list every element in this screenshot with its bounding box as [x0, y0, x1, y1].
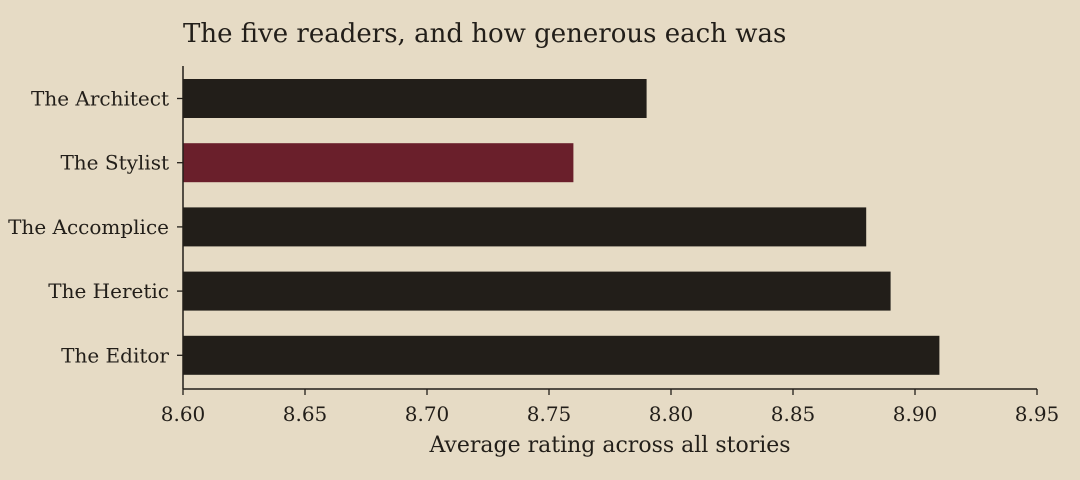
bar-the-heretic: [183, 271, 891, 311]
x-tick-label: 8.90: [893, 402, 938, 426]
category-label: The Editor: [61, 343, 169, 367]
x-tick-label: 8.75: [527, 402, 572, 426]
x-tick-label: 8.65: [283, 402, 328, 426]
axes: [177, 66, 1037, 390]
bar-the-editor: [183, 335, 940, 375]
chart-title: The five readers, and how generous each …: [183, 19, 786, 49]
category-label: The Stylist: [60, 151, 169, 175]
bars-group: [183, 79, 940, 375]
bar-the-stylist: [183, 143, 574, 183]
category-label: The Heretic: [48, 279, 169, 303]
x-axis-title: Average rating across all stories: [428, 433, 790, 458]
x-tick-label: 8.80: [649, 402, 694, 426]
category-labels: The Architect The Stylist The Accomplice Th…: [8, 87, 169, 368]
x-tick-label: 8.85: [771, 402, 816, 426]
x-tick-label: 8.95: [1015, 402, 1060, 426]
category-label: The Architect: [31, 87, 169, 111]
bar-the-architect: [183, 79, 647, 118]
category-label: The Accomplice: [8, 215, 169, 239]
bar-the-accomplice: [183, 207, 867, 247]
x-tick-label: 8.60: [161, 402, 206, 426]
x-ticks: 8.60 8.65 8.70 8.75 8.80 8.85 8.90 8.95: [161, 389, 1060, 426]
x-tick-label: 8.70: [405, 402, 450, 426]
